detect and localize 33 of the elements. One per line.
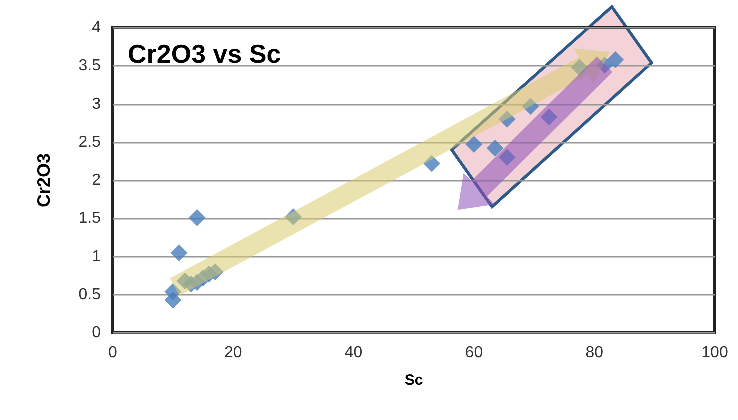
point [522, 98, 540, 116]
y-tick-label: 4 [92, 20, 102, 36]
point [498, 111, 516, 128]
x-tick-label: 100 [702, 344, 728, 362]
x-axis-title: Sc [404, 372, 424, 389]
chart-title: Cr2O3 vs Sc [128, 39, 282, 69]
y-tick-label: 0.5 [78, 286, 102, 304]
point [285, 208, 302, 226]
y-tick-label: 1.5 [78, 210, 102, 228]
point [424, 155, 441, 172]
x-tick-label: 80 [586, 344, 604, 362]
point [164, 283, 182, 300]
point [596, 56, 614, 74]
y-tick-label: 1 [92, 248, 102, 266]
y-tick-label: 3.5 [78, 58, 102, 75]
y-tick-label: 2.5 [78, 134, 102, 151]
y-tick-label: 2 [92, 172, 102, 189]
point [571, 59, 588, 76]
point [540, 108, 558, 126]
x-tick-label: 0 [108, 344, 118, 362]
x-tick-label: 60 [465, 344, 484, 362]
point [466, 136, 483, 154]
point [498, 149, 516, 166]
y-axis-title: Cr2O3 [34, 153, 54, 208]
point [170, 244, 188, 262]
x-tick-label: 20 [224, 344, 242, 362]
point [206, 264, 224, 280]
y-tick-label: 0 [92, 324, 102, 342]
point [188, 209, 206, 226]
x-tick-label: 40 [344, 344, 363, 362]
point [486, 140, 504, 157]
point [607, 52, 624, 69]
y-tick-label: 3 [92, 96, 102, 113]
